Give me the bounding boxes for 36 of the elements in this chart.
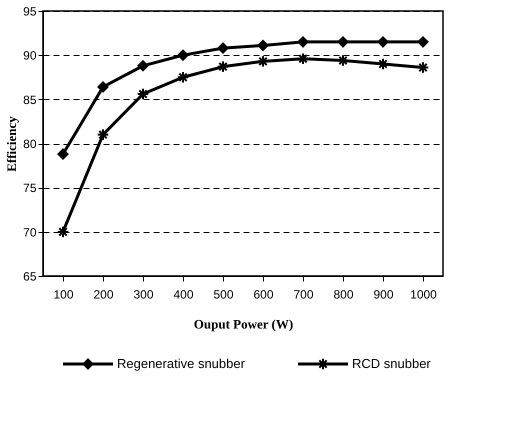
y-axis-title: Efficiency bbox=[4, 116, 20, 172]
x-tick-label: 700 bbox=[293, 288, 314, 302]
point bbox=[57, 148, 69, 160]
point bbox=[337, 36, 349, 48]
point bbox=[97, 81, 109, 93]
x-tick-label: 900 bbox=[373, 288, 394, 302]
point bbox=[177, 49, 189, 62]
y-tick-label: 95 bbox=[23, 4, 37, 18]
y-tick-label: 85 bbox=[23, 92, 37, 107]
point bbox=[217, 42, 229, 54]
point bbox=[176, 71, 190, 84]
x-tick-label: 500 bbox=[213, 288, 234, 302]
point bbox=[417, 36, 429, 48]
y-tick-label: 70 bbox=[23, 225, 37, 240]
point bbox=[56, 226, 70, 238]
point bbox=[96, 128, 110, 141]
x-tick-label: 100 bbox=[53, 288, 74, 302]
x-tick-label: 800 bbox=[333, 288, 354, 302]
x-tick-label: 300 bbox=[133, 288, 154, 302]
y-tick-label: 65 bbox=[23, 270, 37, 284]
y-tick-label: 90 bbox=[23, 48, 37, 63]
point bbox=[137, 60, 149, 72]
point bbox=[136, 88, 150, 100]
x-tick-label: 1000 bbox=[410, 288, 438, 302]
x-tick-label: 600 bbox=[253, 288, 274, 302]
legend-label: Regenerative snubber bbox=[117, 356, 246, 371]
y-tick-label: 75 bbox=[23, 181, 37, 196]
x-tick-label: 400 bbox=[173, 288, 194, 302]
point bbox=[257, 40, 269, 52]
x-tick-label: 200 bbox=[93, 288, 114, 302]
y-tick-label: 80 bbox=[23, 137, 37, 151]
x-axis-title: Ouput Power (W) bbox=[194, 316, 294, 332]
point bbox=[377, 36, 389, 48]
point bbox=[216, 60, 230, 73]
point bbox=[297, 36, 309, 48]
legend-label: RCD snubber bbox=[352, 356, 432, 371]
